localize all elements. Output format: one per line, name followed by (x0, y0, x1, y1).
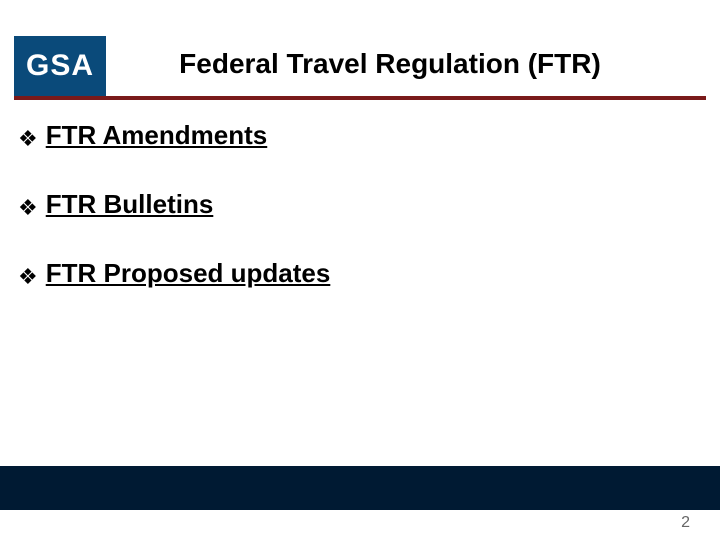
link-ftr-amendments[interactable]: FTR Amendments (46, 120, 268, 151)
list-item: ❖ FTR Bulletins (18, 189, 698, 220)
content-list: ❖ FTR Amendments ❖ FTR Bulletins ❖ FTR P… (18, 120, 698, 327)
header: GSA Federal Travel Regulation (FTR) (0, 0, 720, 100)
list-item: ❖ FTR Amendments (18, 120, 698, 151)
diamond-bullet-icon: ❖ (18, 266, 38, 288)
link-ftr-bulletins[interactable]: FTR Bulletins (46, 189, 214, 220)
page-title: Federal Travel Regulation (FTR) (0, 48, 720, 80)
diamond-bullet-icon: ❖ (18, 128, 38, 150)
list-item: ❖ FTR Proposed updates (18, 258, 698, 289)
link-ftr-proposed-updates[interactable]: FTR Proposed updates (46, 258, 331, 289)
page-number: 2 (681, 514, 690, 532)
footer-bar (0, 466, 720, 510)
diamond-bullet-icon: ❖ (18, 197, 38, 219)
header-rule (14, 96, 706, 100)
